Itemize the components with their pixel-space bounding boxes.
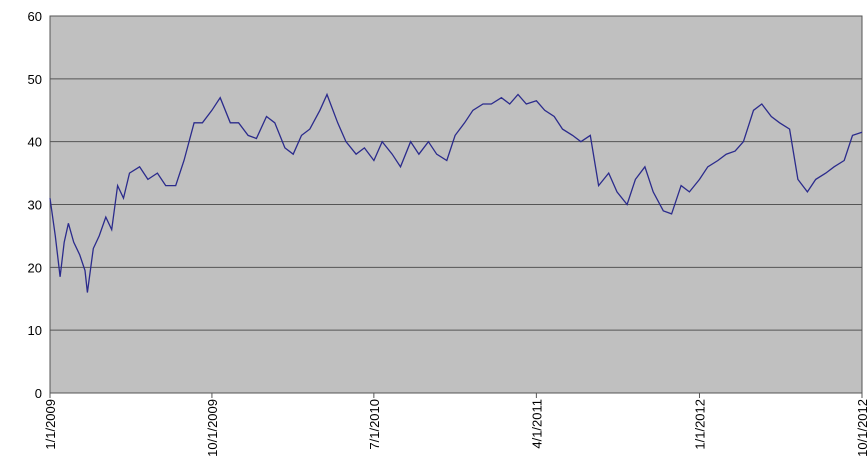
y-tick-label: 20 bbox=[28, 260, 42, 275]
x-tick-label: 10/1/2009 bbox=[205, 399, 220, 457]
y-tick-label: 30 bbox=[28, 198, 42, 213]
x-tick-label: 1/1/2012 bbox=[692, 399, 707, 450]
x-tick-label: 10/1/2012 bbox=[855, 399, 867, 457]
y-tick-label: 40 bbox=[28, 135, 42, 150]
x-tick-label: 4/1/2011 bbox=[529, 399, 544, 449]
y-tick-label: 10 bbox=[28, 323, 42, 338]
y-tick-label: 60 bbox=[28, 9, 42, 24]
line-series bbox=[49, 92, 863, 293]
x-tick-label: 1/1/2009 bbox=[43, 399, 58, 450]
y-tick-label: 0 bbox=[35, 386, 42, 401]
y-tick-label: 50 bbox=[28, 72, 42, 87]
x-tick-label: 7/1/2010 bbox=[367, 399, 382, 450]
